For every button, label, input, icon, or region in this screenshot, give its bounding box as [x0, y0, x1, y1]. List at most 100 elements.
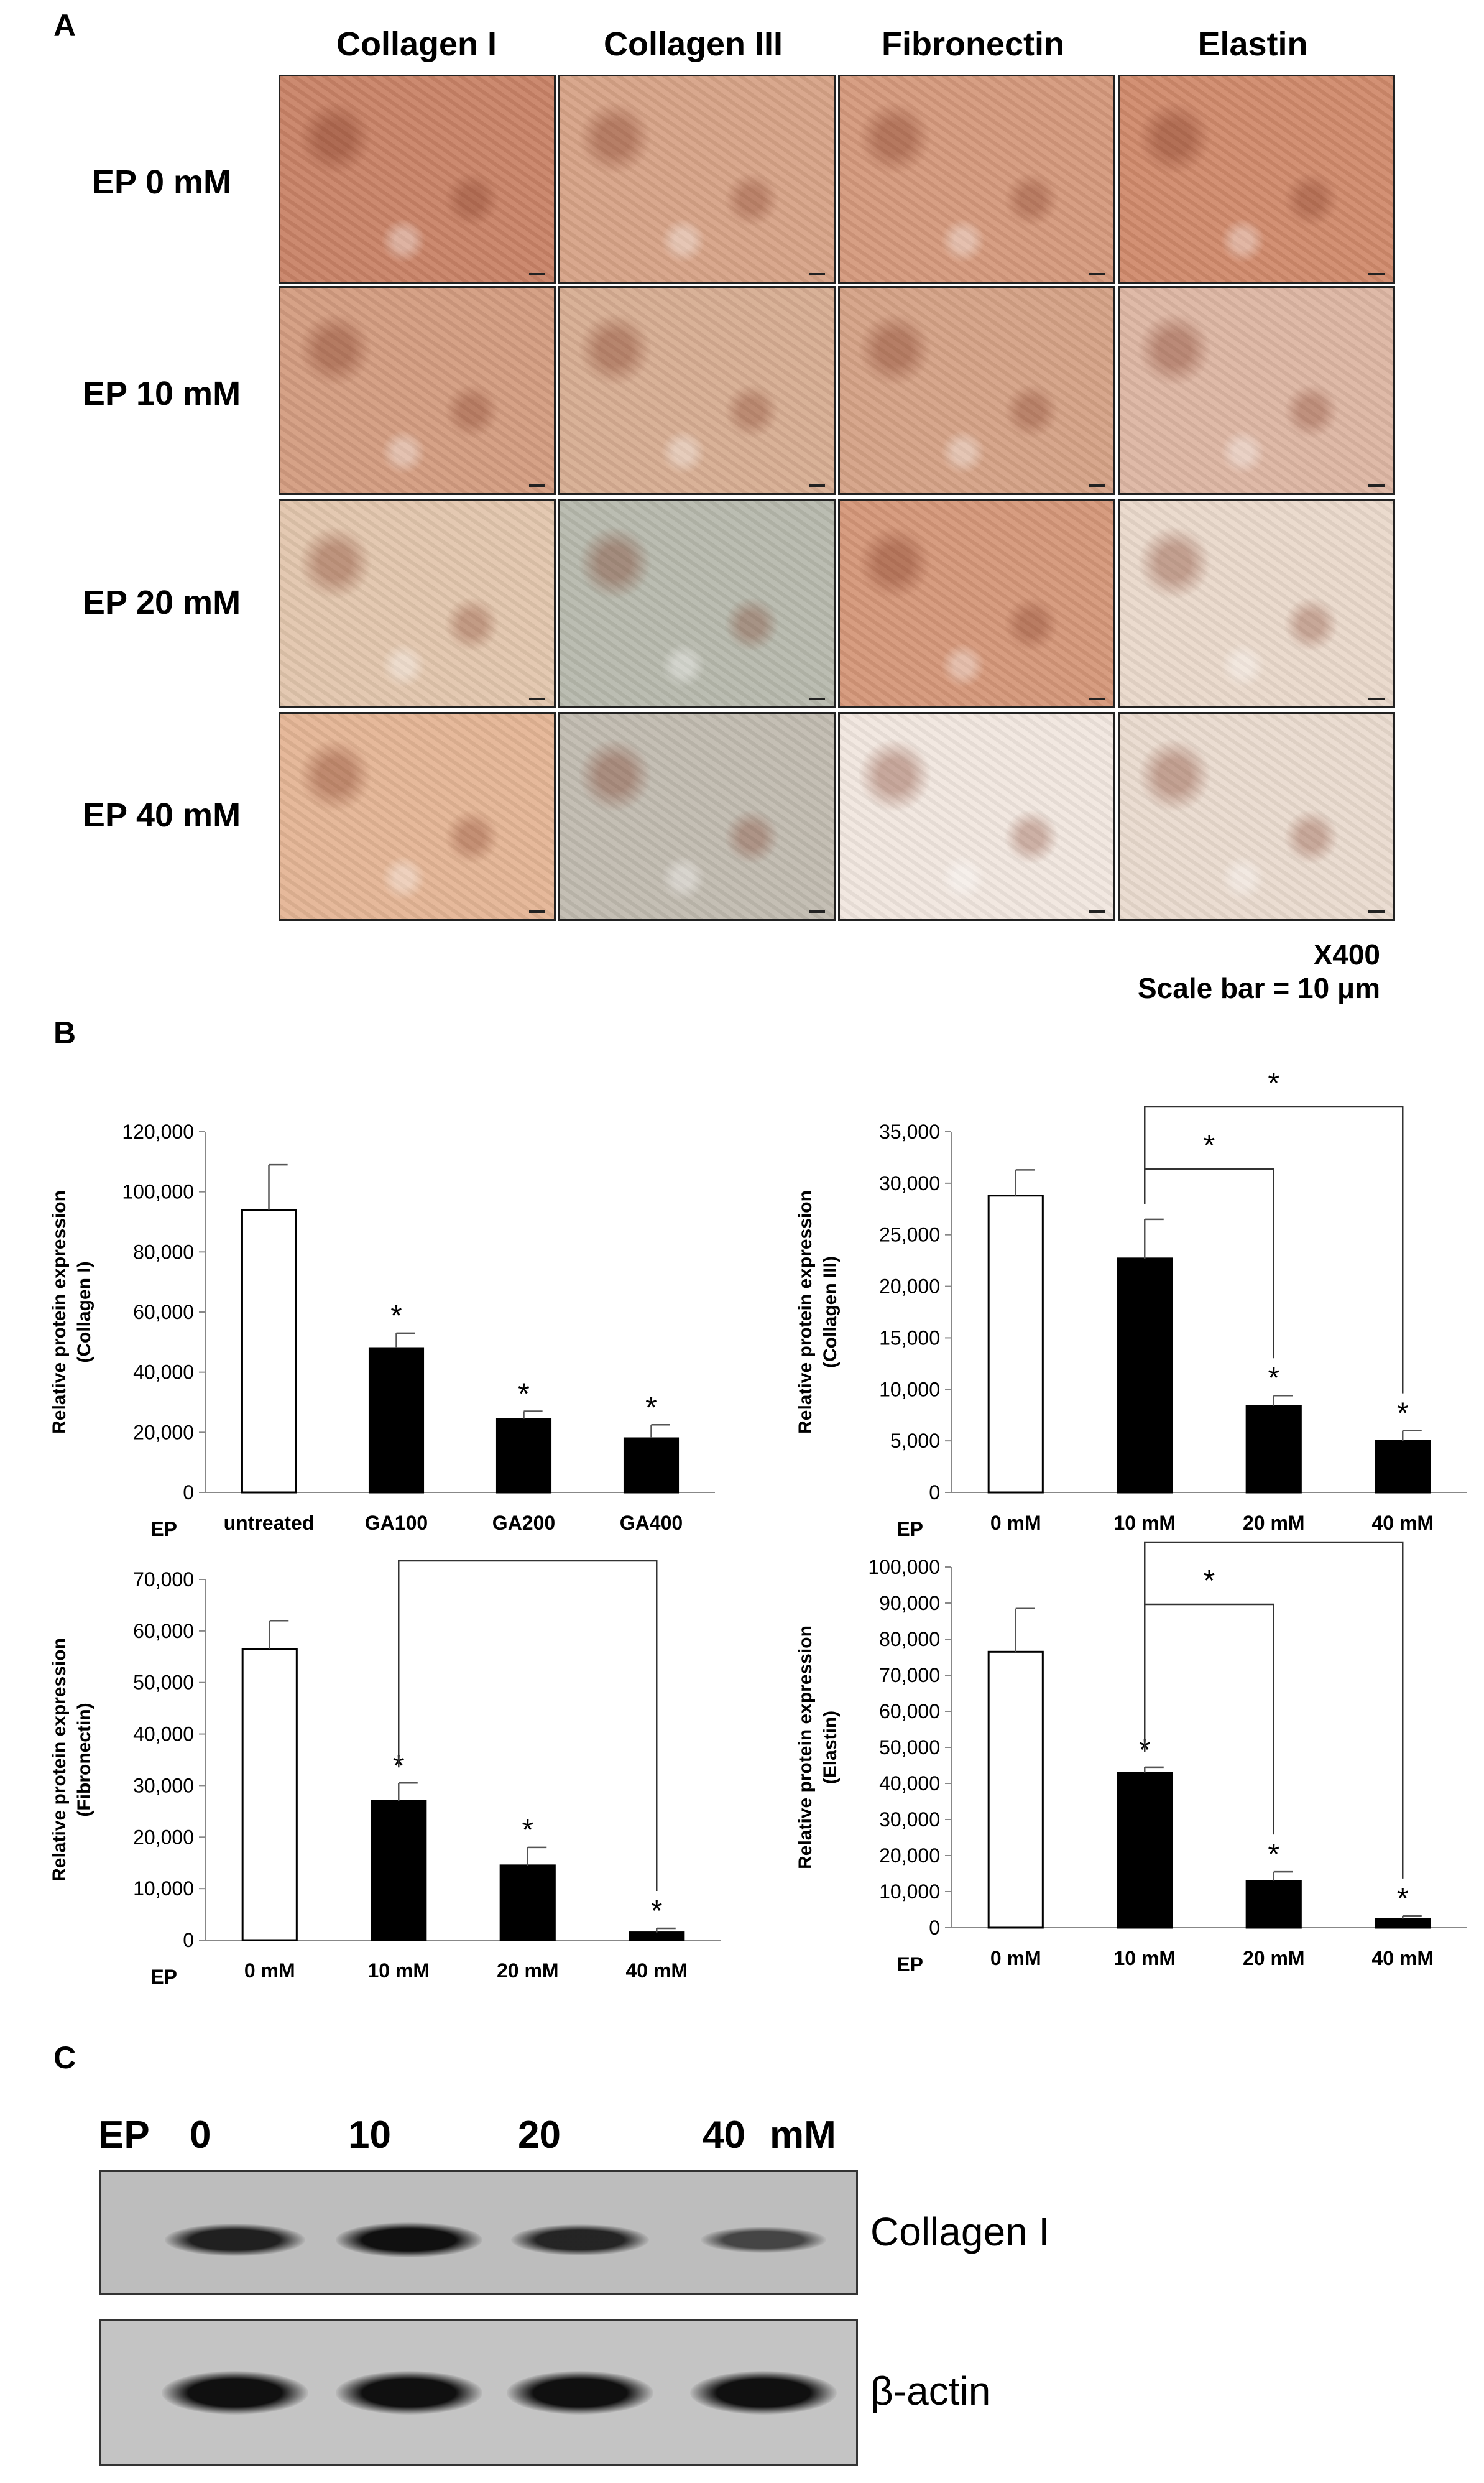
bar	[1375, 1440, 1431, 1494]
bar	[1117, 1257, 1173, 1494]
y-tick-label: 35,000	[879, 1121, 940, 1143]
x-tick-label: GA400	[620, 1512, 683, 1534]
y-tick-label: 70,000	[133, 1568, 194, 1591]
bar	[495, 1418, 552, 1494]
unit-label: mM	[770, 2114, 836, 2157]
bracket-star: *	[1204, 1129, 1215, 1162]
bar	[499, 1864, 556, 1941]
x-tick-label: 20 mM	[1243, 1947, 1305, 1969]
blot-band	[335, 2222, 483, 2258]
y-tick-label: 90,000	[879, 1592, 940, 1614]
y-tick-label: 20,000	[133, 1421, 194, 1443]
x-tick-label: 40 mM	[625, 1959, 688, 1982]
scale-bar	[1089, 273, 1105, 275]
scale-bar	[1089, 484, 1105, 487]
scale-bar	[529, 698, 545, 700]
x-tick-label: GA200	[492, 1512, 555, 1534]
scale-bar	[809, 910, 825, 913]
blot-band	[510, 2224, 650, 2256]
x-tick-label: 0 mM	[244, 1959, 295, 1982]
significance-bracket	[1144, 1541, 1404, 1879]
x-tick-label: 40 mM	[1371, 1947, 1434, 1969]
bar	[623, 1437, 680, 1494]
x-tick-label: GA100	[365, 1512, 428, 1534]
histology-tile-r1-c3	[1118, 286, 1395, 495]
histology-tile-r1-c0	[279, 286, 556, 495]
row-header-ep-0: EP 0 mM	[91, 164, 232, 201]
significance-star: *	[1268, 1838, 1279, 1871]
scale-bar	[1368, 698, 1385, 700]
histology-tile-r3-c2	[838, 712, 1115, 921]
bar	[1117, 1772, 1173, 1929]
x-tick-label: 0 mM	[990, 1947, 1041, 1969]
y-tick-label: 100,000	[122, 1181, 194, 1203]
bar	[368, 1347, 425, 1494]
significance-bracket	[398, 1560, 658, 1891]
y-axis-label: Relative protein expression	[49, 1638, 70, 1882]
row-header-ep-20: EP 20 mM	[82, 584, 241, 621]
blot-band	[701, 2227, 826, 2253]
x-tick-label: 0 mM	[990, 1512, 1041, 1534]
y-tick-label: 60,000	[133, 1301, 194, 1323]
western-blot-collagen-1	[99, 2170, 858, 2295]
bar	[1245, 1880, 1302, 1929]
y-tick-label: 120,000	[122, 1121, 194, 1143]
bar	[987, 1650, 1044, 1929]
y-axis-label-sub: (Collagen III)	[820, 1256, 841, 1368]
y-tick-label: 30,000	[879, 1172, 940, 1195]
x-tick-label: 20 mM	[1243, 1512, 1305, 1534]
y-tick-label: 0	[929, 1481, 940, 1504]
bar	[241, 1648, 298, 1941]
y-axis-label: Relative protein expression	[795, 1190, 816, 1434]
blot-band	[689, 2370, 837, 2415]
scale-bar	[529, 273, 545, 275]
y-tick-label: 20,000	[879, 1275, 940, 1298]
y-tick-label: 10,000	[879, 1378, 940, 1400]
y-tick-label: 70,000	[879, 1664, 940, 1686]
western-blot-beta-actin	[99, 2319, 858, 2466]
histology-tile-r1-c2	[838, 286, 1115, 495]
histology-tile-r1-c1	[558, 286, 836, 495]
y-tick-label: 30,000	[133, 1774, 194, 1796]
x-axis-prefix: EP	[150, 1518, 177, 1540]
bracket-star: *	[1204, 1565, 1215, 1598]
significance-star: *	[651, 1895, 663, 1928]
y-tick-label: 50,000	[879, 1736, 940, 1759]
blot-label-collagen-1: Collagen I	[870, 2209, 1050, 2254]
lane-label-0: 0	[190, 2114, 211, 2157]
scale-bar	[1368, 910, 1385, 913]
significance-star: *	[1268, 1362, 1279, 1395]
scale-bar	[1368, 484, 1385, 487]
blot-band	[506, 2370, 654, 2415]
panel-b-letter: B	[53, 1015, 76, 1050]
y-axis-label-sub: (Fibronectin)	[74, 1703, 94, 1816]
scale-bar	[1089, 698, 1105, 700]
bar	[987, 1195, 1044, 1494]
y-tick-label: 5,000	[890, 1430, 940, 1452]
column-header-fibronectin: Fibronectin	[882, 25, 1064, 63]
histology-tile-r2-c0	[279, 499, 556, 708]
column-header-collagen-3: Collagen III	[603, 25, 783, 63]
panel-a-letter: A	[53, 8, 76, 43]
y-tick-label: 25,000	[879, 1224, 940, 1246]
blot-label-beta-actin: β-actin	[870, 2369, 991, 2413]
bar-chart-elastin: 0 10,000 20,000 30,000 40,000 50,000 60,000 70,…	[795, 1530, 1467, 1976]
x-tick-label: untreated	[224, 1512, 315, 1534]
significance-star: *	[645, 1391, 657, 1424]
bracket-star: *	[1268, 1067, 1279, 1100]
y-tick-label: 40,000	[879, 1772, 940, 1795]
histology-tile-r2-c2	[838, 499, 1115, 708]
y-tick-label: 10,000	[133, 1877, 194, 1900]
y-axis-label-sub: (Elastin)	[820, 1711, 841, 1784]
magnification-label: X400	[1313, 938, 1380, 971]
y-axis-label-sub: (Collagen I)	[74, 1261, 94, 1362]
histology-tile-r3-c0	[279, 712, 556, 921]
scale-bar	[809, 698, 825, 700]
y-axis-label: Relative protein expression	[795, 1625, 816, 1869]
scale-bar	[529, 484, 545, 487]
x-axis-prefix: EP	[896, 1953, 923, 1976]
bar-chart-collagen-3: 0 5,000 10,000 15,000 20,000 25,000 30,000 35,0…	[795, 1067, 1467, 1540]
column-header-elastin: Elastin	[1197, 25, 1308, 63]
bar-chart-collagen-1: 0 20,000 40,000 60,000 80,000 100,000 120,000 R…	[49, 1121, 715, 1540]
y-tick-label: 20,000	[133, 1826, 194, 1848]
